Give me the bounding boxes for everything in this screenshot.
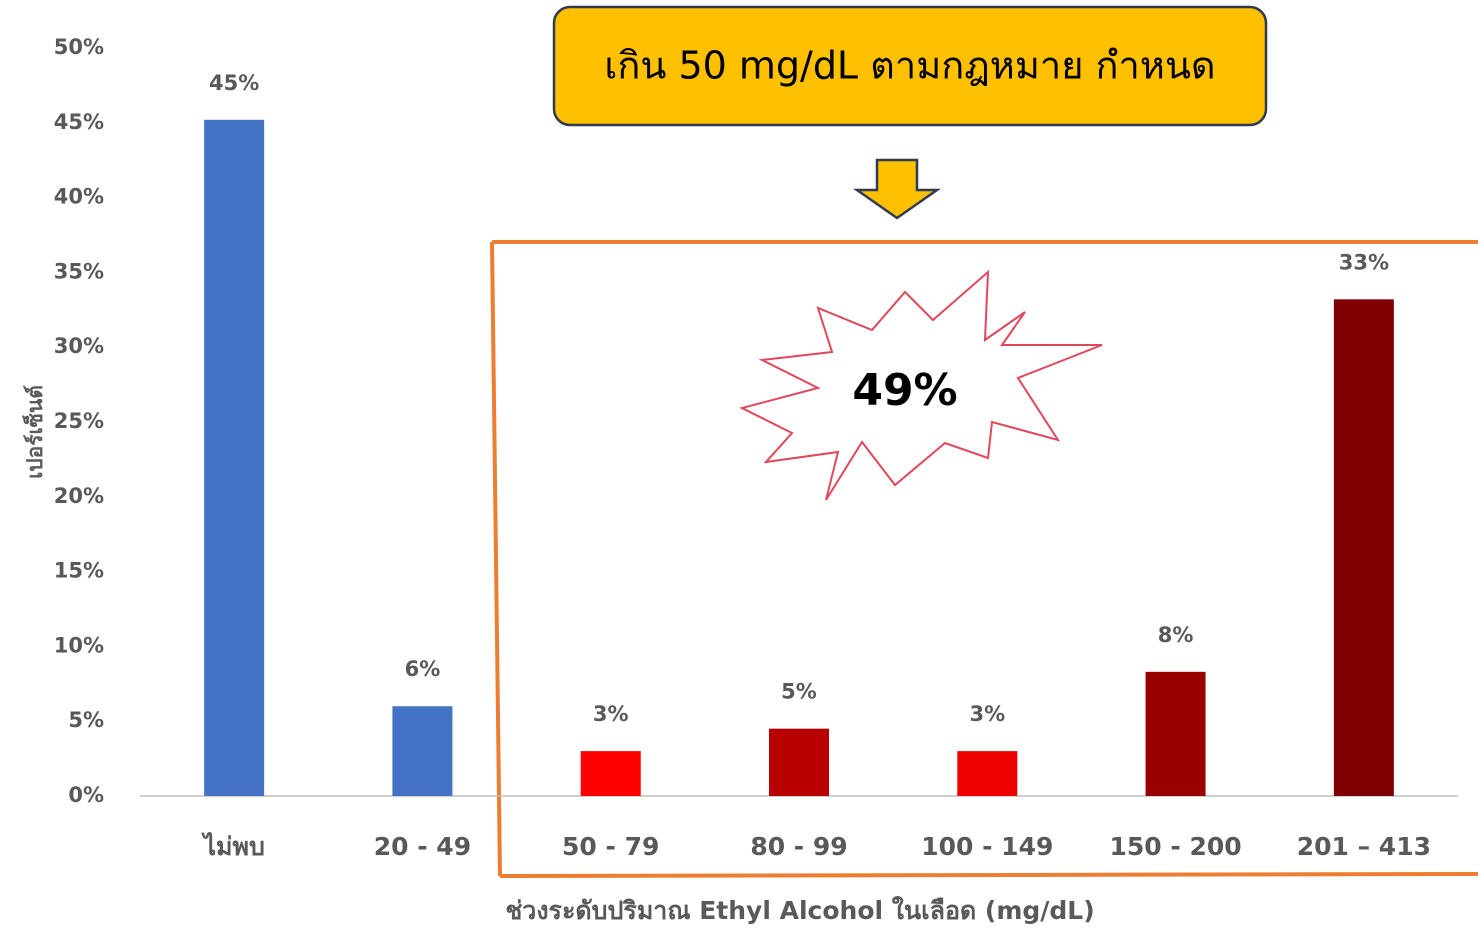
y-tick-label: 40% — [54, 185, 104, 209]
value-label: 5% — [781, 680, 817, 704]
y-tick-label: 20% — [54, 484, 104, 508]
x-tick-label: 50 - 79 — [562, 832, 659, 861]
value-label: 45% — [209, 71, 259, 95]
y-tick-label: 35% — [54, 259, 104, 283]
arrow — [853, 158, 941, 220]
y-axis-label: เปอร์เซ็นต์ — [21, 385, 47, 479]
x-axis-label: ช่วงระดับปริมาณ Ethyl Alcohol ในเลือด (m… — [505, 895, 1094, 925]
value-label: 8% — [1158, 623, 1194, 647]
y-tick-label: 5% — [68, 708, 104, 732]
bar — [204, 119, 265, 797]
x-tick-label: 201 – 413 — [1297, 832, 1431, 861]
x-tick-label: 80 - 99 — [750, 832, 847, 861]
bar — [1333, 299, 1394, 796]
bar — [580, 751, 641, 796]
value-label: 6% — [405, 657, 441, 681]
y-tick-label: 15% — [54, 559, 104, 583]
y-tick-label: 50% — [54, 35, 104, 59]
x-tick-label: 100 - 149 — [921, 832, 1053, 861]
x-tick-label: 150 - 200 — [1109, 832, 1241, 861]
starburst — [739, 269, 1103, 501]
bar — [1145, 671, 1206, 796]
value-label: 33% — [1339, 250, 1389, 274]
y-tick-label: 0% — [68, 783, 104, 807]
burst-text: 49% — [852, 365, 957, 416]
bar — [392, 706, 453, 796]
bar — [957, 751, 1018, 796]
y-tick-label: 30% — [54, 334, 104, 358]
bar — [769, 728, 829, 796]
y-tick-label: 10% — [54, 633, 104, 657]
x-tick-label: 20 - 49 — [374, 832, 471, 861]
y-tick-label: 25% — [54, 409, 104, 433]
y-tick-label: 45% — [54, 110, 104, 134]
highlight-box — [490, 240, 1478, 878]
x-tick-label: ไม่พบ — [200, 831, 264, 861]
value-label: 3% — [969, 702, 1005, 726]
callout-text: เกิน 50 mg/dL ตามกฎหมาย กำหนด — [604, 44, 1215, 88]
value-label: 3% — [593, 702, 629, 726]
callout-box — [552, 5, 1268, 127]
